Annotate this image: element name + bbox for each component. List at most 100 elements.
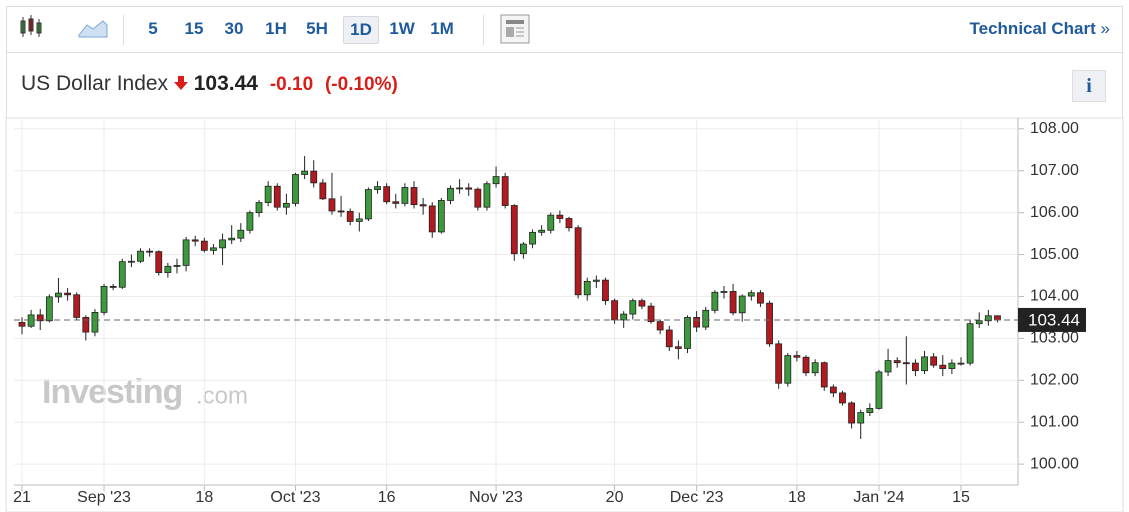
candle-body [820,362,828,388]
candle-body [629,300,637,315]
interval-button[interactable]: 1M [430,19,454,38]
candle-body [18,322,26,327]
candle-body [273,185,281,208]
candle-body [228,237,236,241]
change-pct: (-0.10%) [324,74,398,95]
interval-button[interactable]: 1W [389,19,415,38]
candle-body [173,265,181,267]
candle-body [401,187,409,204]
toolbar: 5 15 30 1H 5H 1D 1W 1M Technical Chart » [6,6,1123,53]
candle-body [501,176,509,206]
candle-body [674,346,682,349]
x-tick-label: 16 [378,489,396,506]
interval-button[interactable]: 5 [148,19,158,38]
candle-body [848,402,856,424]
candle-body [355,218,363,222]
interval-button[interactable]: 1H [265,19,287,38]
area-icon[interactable] [73,7,113,51]
y-tick-label: 102.00 [1030,372,1079,389]
candle-body [875,371,883,409]
candle-body [793,355,801,358]
y-tick-label: 100.00 [1030,455,1079,472]
candle-body [82,317,90,333]
price: 103.44 [193,72,258,95]
candle-body [210,247,217,251]
y-tick-label: 106.00 [1030,204,1079,221]
interval-button[interactable]: 30 [224,19,244,38]
candle-body [328,198,336,212]
candle-body [620,313,628,321]
candle-body [565,218,573,229]
candle-body [592,279,600,282]
candle-body [191,239,199,242]
candle-body [137,250,144,262]
interval-button[interactable]: 15 [184,19,204,38]
candle-body [100,286,108,313]
last-price-box [1018,307,1086,332]
candle-body [109,286,117,288]
x-tick-label: Oct '23 [270,489,320,506]
candle-body [155,251,163,273]
candle-body [556,214,564,219]
watermark: Investing [42,373,182,411]
interval-button[interactable]: 1D [343,16,379,44]
candle-body [665,329,673,348]
candle-body [829,386,837,394]
x-tick-label: 18 [195,489,213,506]
technical-chart-link[interactable]: Technical Chart » [970,19,1110,39]
x-tick-label: Nov '23 [469,489,523,506]
change: -0.10 [269,74,314,95]
candle-body [264,185,272,203]
x-tick-label: 21 [13,489,31,506]
separator [483,15,484,45]
candle-body [957,362,965,365]
candle-body [45,296,53,322]
candle-body [64,292,71,296]
candle-body [802,356,810,374]
candle-body [948,362,956,369]
interval-button[interactable]: 5H [306,19,328,38]
candle-body [529,231,536,245]
candle-body [839,392,846,404]
candle-body [729,291,737,314]
candle-body [282,203,290,208]
candles-icon[interactable] [13,7,53,51]
candle-body [91,311,99,333]
candle-body [893,360,901,364]
candle-body [437,200,445,233]
candle-body [738,295,746,314]
x-tick-label: 18 [788,489,806,506]
candle-body [510,205,518,255]
candle-body [884,360,892,373]
y-tick-label: 107.00 [1030,162,1079,179]
candle-body [720,291,728,293]
candle-body [930,356,938,366]
separator [123,15,124,45]
candle-body [182,239,190,266]
candle-body [27,314,35,327]
candle-body [301,170,309,175]
candle-body [975,320,983,325]
candle-body [346,210,354,222]
news-icon[interactable] [497,7,533,51]
candle-body [292,174,299,204]
candle-body [702,309,710,328]
candle-body [474,188,482,208]
last-price-label: 103.44 [1028,310,1080,329]
candle-body [383,186,391,203]
candle-body [747,292,755,297]
candle-body [255,202,263,214]
info-button[interactable]: i [1072,70,1106,102]
y-tick-label: 104.00 [1030,288,1079,305]
candle-body [219,239,226,249]
candle-body [602,279,609,302]
link-text[interactable]: Technical Chart [969,19,1096,38]
x-tick-label: Jan '24 [853,489,904,506]
candle-body [611,300,618,321]
candle-body [711,291,719,311]
candle-body [428,205,436,233]
chart-frame [5,117,1124,512]
candle-body [146,250,154,253]
candle-body [984,315,992,322]
candle-body [465,187,473,190]
